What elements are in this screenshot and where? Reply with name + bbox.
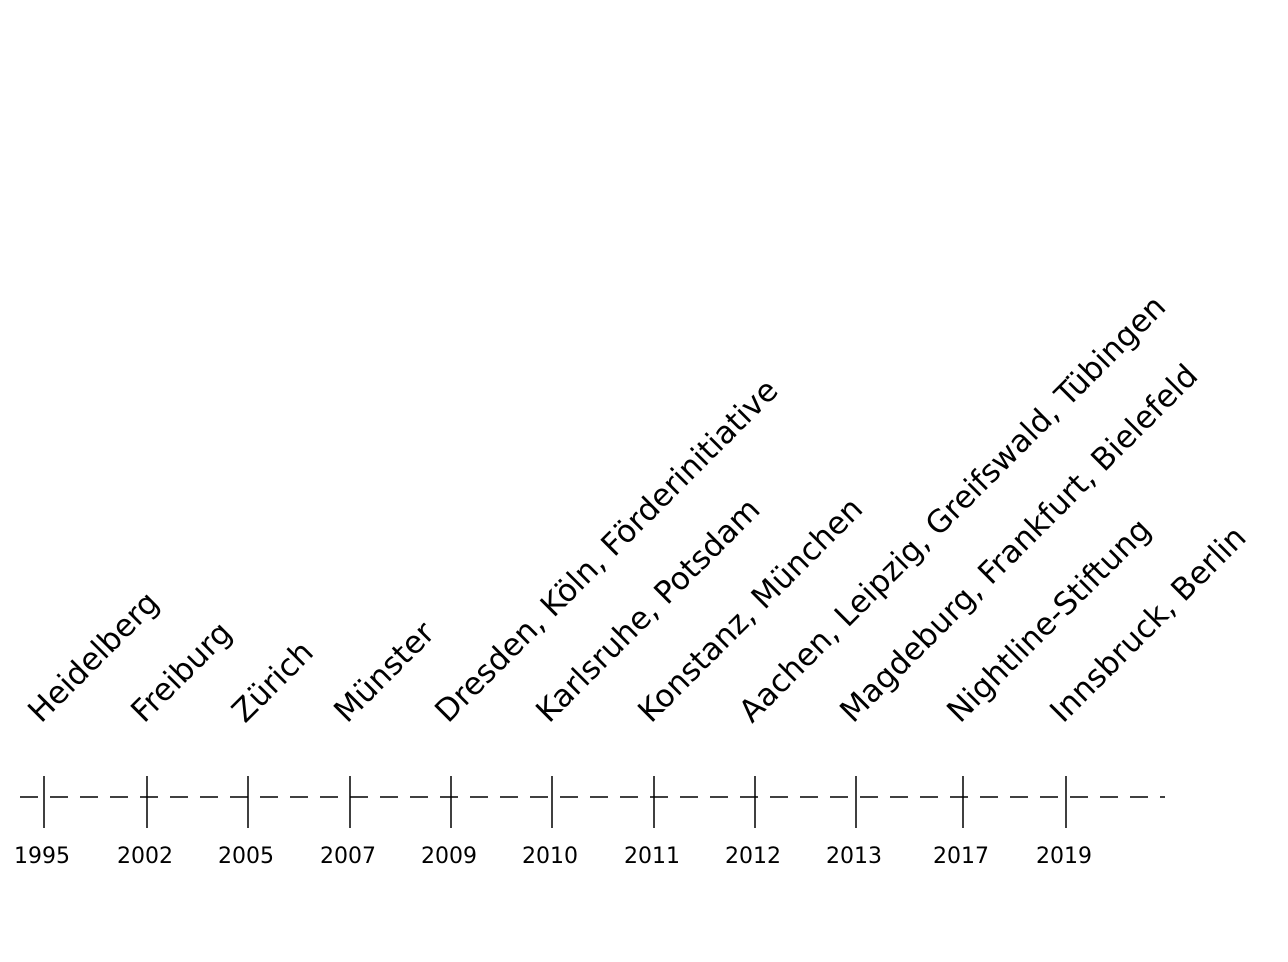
timeline-ticks	[43, 776, 1067, 828]
year-label: 2007	[320, 844, 376, 869]
event-label: Münster	[327, 615, 442, 730]
year-label: 2019	[1036, 844, 1092, 869]
year-label: 1995	[14, 844, 70, 869]
year-label: 2011	[624, 844, 680, 869]
event-label: Innsbruck, Berlin	[1043, 519, 1253, 729]
year-label: 2005	[218, 844, 274, 869]
year-label: 2013	[826, 844, 882, 869]
year-label: 2002	[117, 844, 173, 869]
year-label: 2009	[421, 844, 477, 869]
year-label: 2017	[933, 844, 989, 869]
year-labels: 1995 2002 2005 2007 2009 2010 2011 2012 2013 2017…	[14, 844, 1092, 869]
event-label: Zürich	[225, 634, 320, 729]
year-label: 2012	[725, 844, 781, 869]
year-label: 2010	[522, 844, 578, 869]
